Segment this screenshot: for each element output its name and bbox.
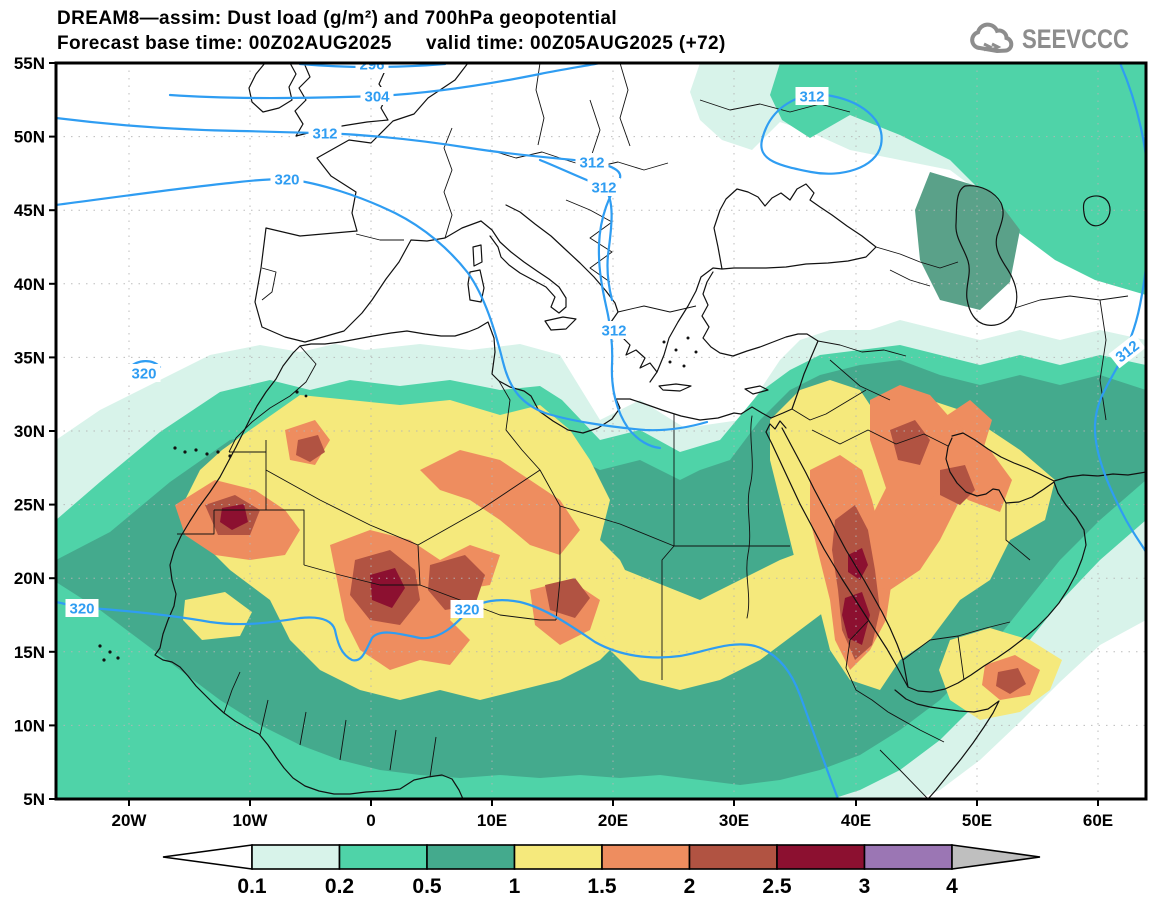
colorbar-value: 1.5 <box>587 875 617 898</box>
contour-304 <box>168 63 602 100</box>
colorbar-value: 0.5 <box>412 875 442 898</box>
contour-label: 320 <box>65 599 99 618</box>
lat-label: 5N <box>23 790 45 809</box>
svg-text:312: 312 <box>312 126 337 143</box>
svg-text:312: 312 <box>579 155 604 172</box>
lon-label: 50E <box>962 811 992 830</box>
contour-label: 320 <box>270 170 304 189</box>
colorbar-value: 0.2 <box>325 875 354 898</box>
coastlines <box>154 63 1146 799</box>
colorbar-cell <box>338 844 428 870</box>
contour-312-west2 <box>538 158 614 302</box>
svg-text:320: 320 <box>69 601 94 618</box>
lon-label: 10E <box>477 811 507 830</box>
colorbar-value: 2.5 <box>762 875 792 898</box>
axis-ticks <box>49 62 1099 806</box>
contour-label: 312 <box>795 87 829 106</box>
lon-label: 0 <box>366 811 375 830</box>
seevccc-logo: SEEVCCC <box>966 22 1153 56</box>
colorbar-value: 2 <box>684 875 696 898</box>
svg-text:304: 304 <box>364 89 390 106</box>
colorbar-value: 4 <box>946 875 958 898</box>
contour-label: 312 <box>575 153 609 172</box>
contour-label: 296 <box>355 57 389 74</box>
svg-text:320: 320 <box>274 172 299 189</box>
lon-label: 20W <box>112 811 148 830</box>
lat-label: 15N <box>14 643 45 662</box>
lat-label: 10N <box>14 716 45 735</box>
svg-text:320: 320 <box>131 366 156 383</box>
lat-label: 35N <box>14 348 45 367</box>
contour-label: 312 <box>597 321 631 340</box>
lon-label: 20E <box>598 811 628 830</box>
svg-text:320: 320 <box>454 602 479 619</box>
axis-labels: 55N 50N 45N 40N 35N 30N 25N 20N 15N 10N 5N 20W 10W 0 1… <box>14 54 1113 830</box>
lat-label: 25N <box>14 496 45 515</box>
colorbar-cell <box>251 844 341 870</box>
contour-label: 312 <box>308 124 342 143</box>
contour-label: 312 <box>587 178 621 197</box>
colorbar-cell <box>426 844 516 870</box>
colorbar-value: 0.1 <box>237 875 267 898</box>
colorbar-value: 1 <box>509 875 521 898</box>
colorbar-cell <box>513 844 603 870</box>
graticule <box>56 63 1146 799</box>
svg-text:312: 312 <box>591 180 616 197</box>
colorbar-cell <box>688 844 778 870</box>
lon-label: 60E <box>1083 811 1113 830</box>
contour-label: 320 <box>450 600 484 619</box>
colorbar-right-arrow <box>951 844 1041 870</box>
colorbar-cell <box>776 844 866 870</box>
colorbar: 0.1 0.2 0.5 1 1.5 2 2.5 3 4 <box>162 844 1041 898</box>
colorbar-cell <box>863 844 953 870</box>
lat-label: 20N <box>14 569 45 588</box>
map-subtitle: Forecast base time: 00Z02AUG2025 valid t… <box>57 33 726 54</box>
lat-label: 55N <box>14 54 45 73</box>
lon-label: 40E <box>841 811 871 830</box>
dust-layer-2p5 <box>220 504 870 645</box>
contour-320-north <box>56 177 709 432</box>
colorbar-left-arrow <box>162 844 253 870</box>
lat-label: 45N <box>14 201 45 220</box>
svg-text:296: 296 <box>359 57 384 74</box>
lon-label: 30E <box>719 811 749 830</box>
svg-text:312: 312 <box>601 323 626 340</box>
island-dots <box>98 336 698 662</box>
lat-label: 40N <box>14 275 45 294</box>
lon-label: 10W <box>233 811 269 830</box>
cloud-icon <box>970 22 1014 54</box>
lat-label: 50N <box>14 128 45 147</box>
logo-text: SEEVCCC <box>1022 23 1130 54</box>
contour-320-south <box>56 599 840 799</box>
map-title: DREAM8—assim: Dust load (g/m²) and 700hP… <box>57 8 618 29</box>
contour-label: 320 <box>127 364 161 383</box>
contour-label: 304 <box>360 87 394 106</box>
svg-text:312: 312 <box>799 89 824 106</box>
colorbar-value: 3 <box>859 875 871 898</box>
lat-label: 30N <box>14 422 45 441</box>
colorbar-cell <box>601 844 691 870</box>
